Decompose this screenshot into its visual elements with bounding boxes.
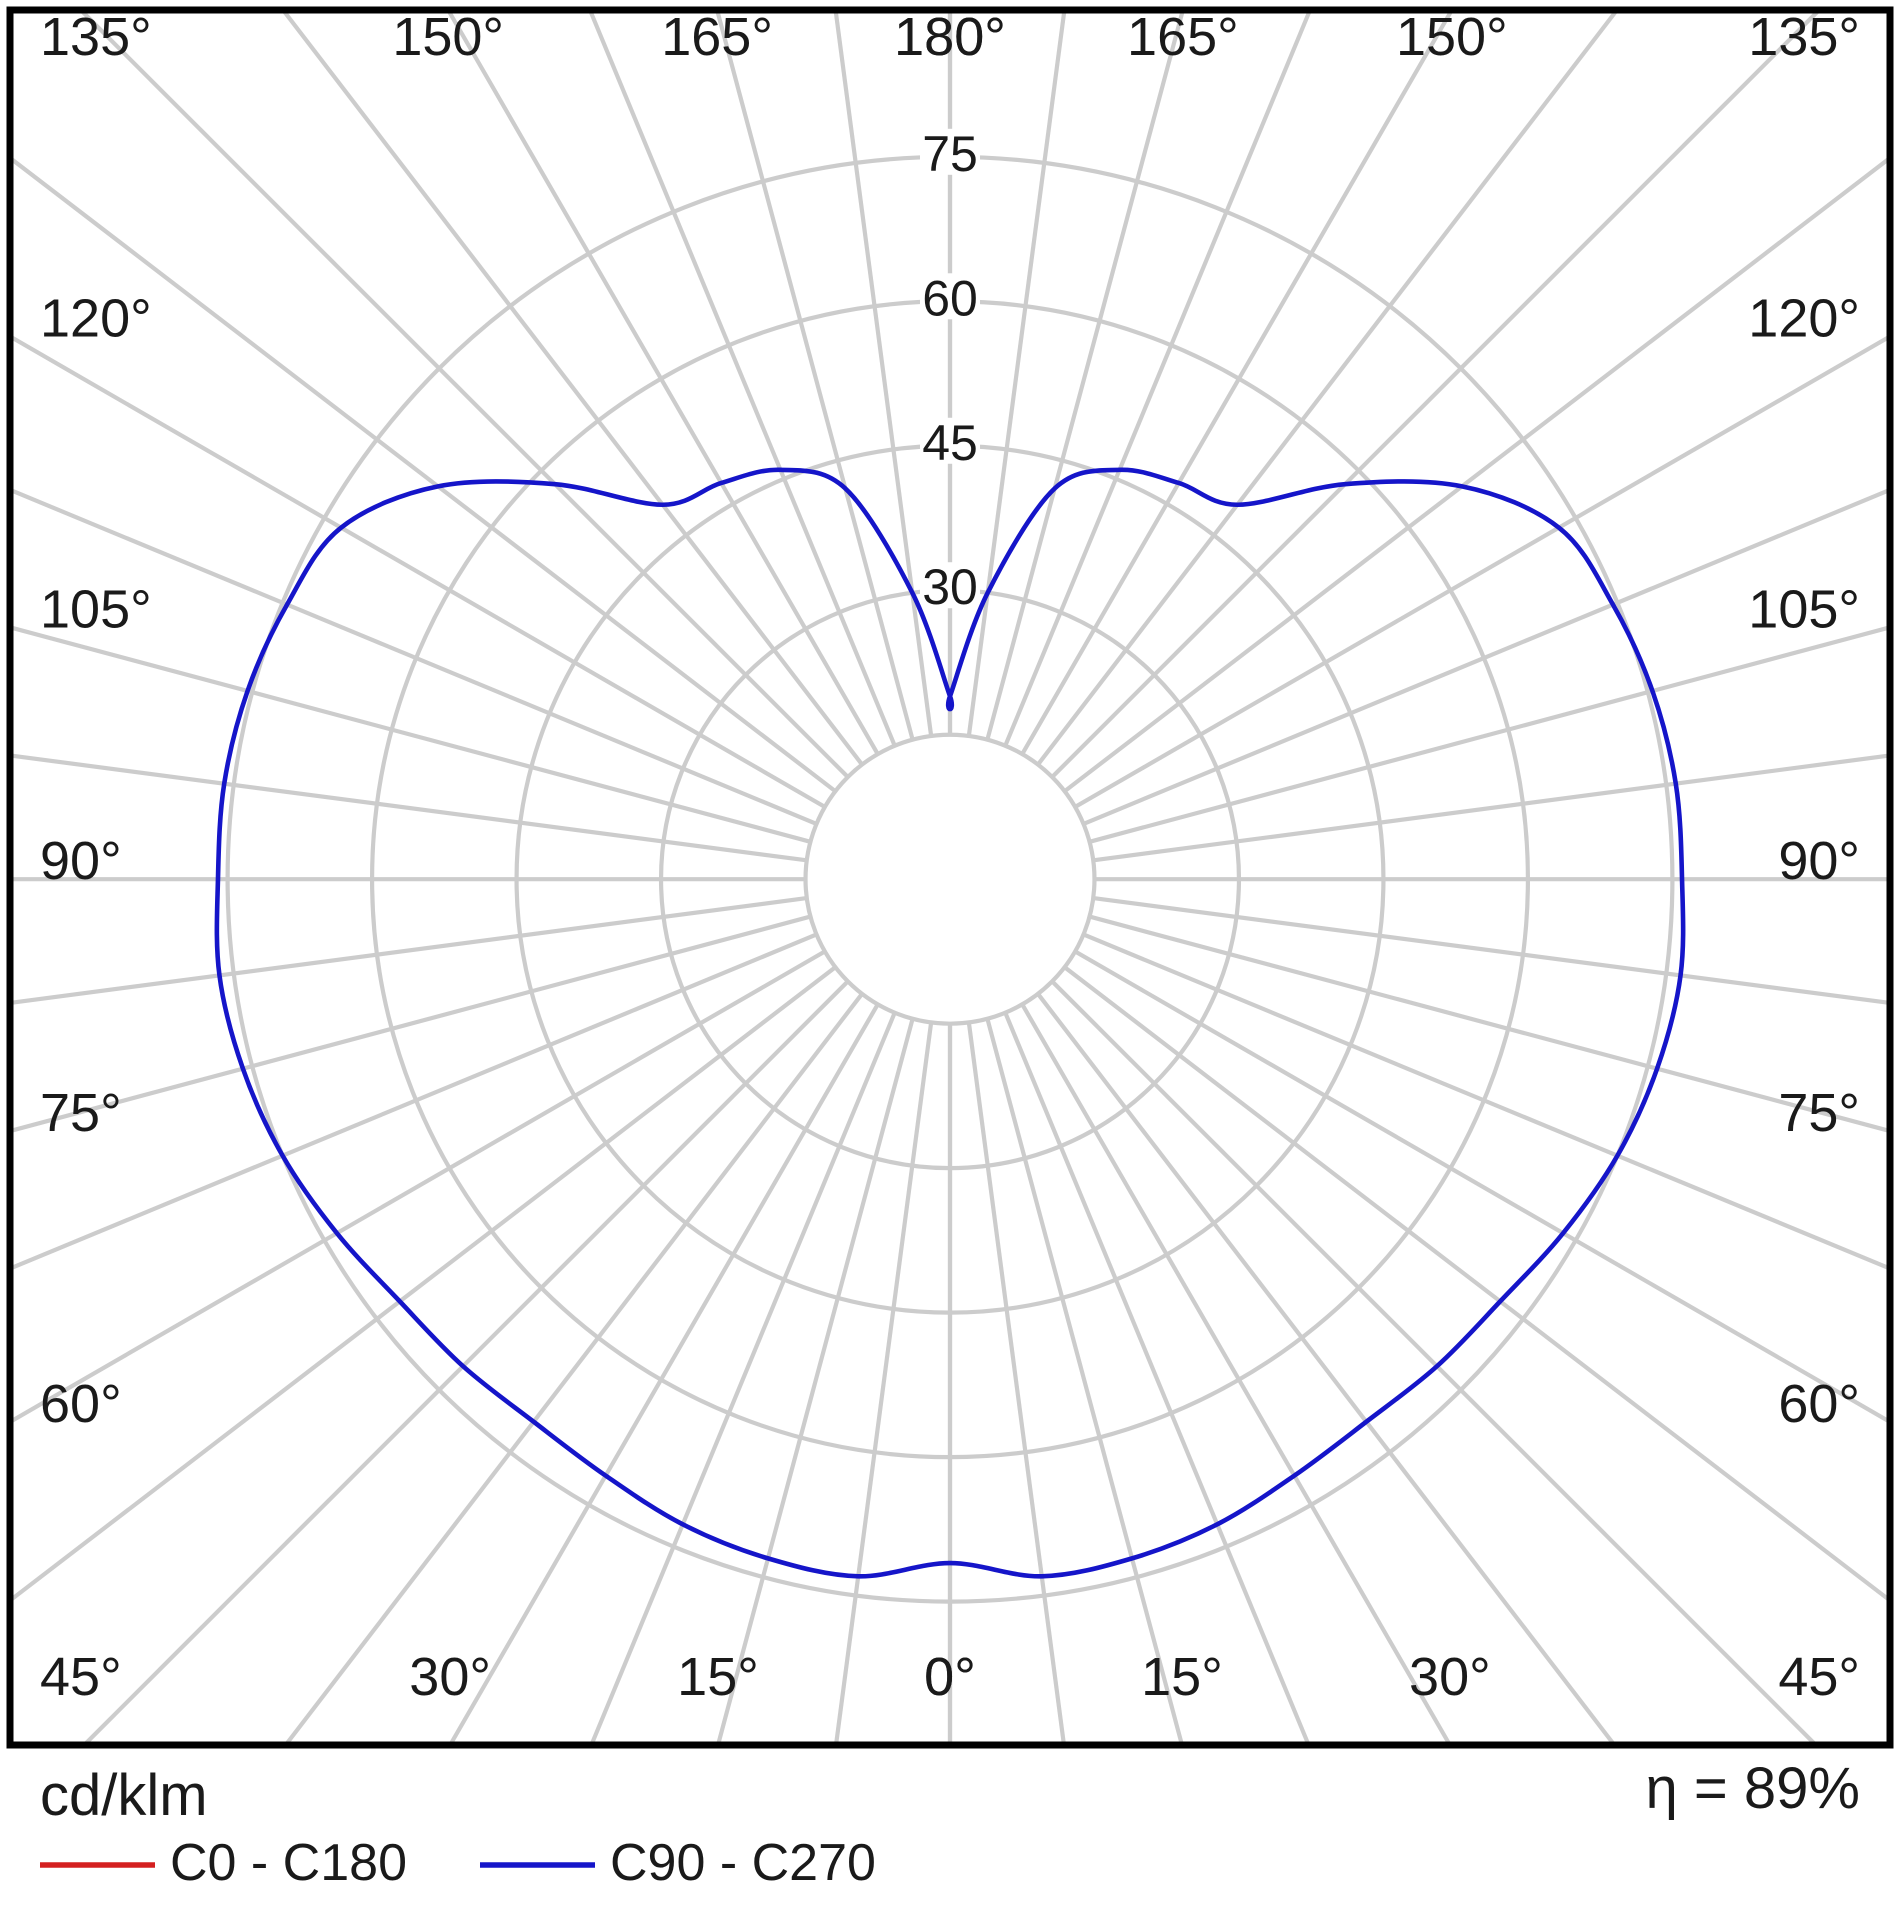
svg-text:30: 30: [922, 559, 978, 615]
svg-text:135°: 135°: [1748, 7, 1860, 67]
svg-text:105°: 105°: [1748, 579, 1860, 639]
svg-text:15°: 15°: [1141, 1647, 1223, 1707]
svg-text:cd/klm: cd/klm: [40, 1763, 208, 1828]
svg-text:120°: 120°: [40, 288, 152, 348]
svg-text:30°: 30°: [409, 1647, 491, 1707]
svg-text:45°: 45°: [40, 1647, 122, 1707]
svg-text:150°: 150°: [1396, 7, 1508, 67]
svg-text:120°: 120°: [1748, 288, 1860, 348]
svg-text:C90 - C270: C90 - C270: [610, 1834, 876, 1892]
svg-text:135°: 135°: [40, 7, 152, 67]
svg-text:45°: 45°: [1778, 1647, 1860, 1707]
svg-text:0°: 0°: [924, 1647, 976, 1707]
svg-text:60: 60: [922, 270, 978, 326]
svg-text:75°: 75°: [40, 1083, 122, 1143]
svg-text:45: 45: [922, 415, 978, 471]
svg-text:150°: 150°: [392, 7, 504, 67]
svg-text:η = 89%: η = 89%: [1646, 1756, 1860, 1821]
svg-text:C0 - C180: C0 - C180: [170, 1834, 407, 1892]
svg-text:15°: 15°: [677, 1647, 759, 1707]
svg-text:165°: 165°: [1127, 7, 1239, 67]
svg-text:165°: 165°: [661, 7, 773, 67]
svg-text:90°: 90°: [1778, 831, 1860, 891]
svg-text:60°: 60°: [40, 1374, 122, 1434]
svg-text:180°: 180°: [894, 7, 1006, 67]
svg-text:60°: 60°: [1778, 1374, 1860, 1434]
svg-text:90°: 90°: [40, 831, 122, 891]
svg-text:75: 75: [922, 126, 978, 182]
svg-text:105°: 105°: [40, 579, 152, 639]
svg-text:75°: 75°: [1778, 1083, 1860, 1143]
svg-text:30°: 30°: [1409, 1647, 1491, 1707]
